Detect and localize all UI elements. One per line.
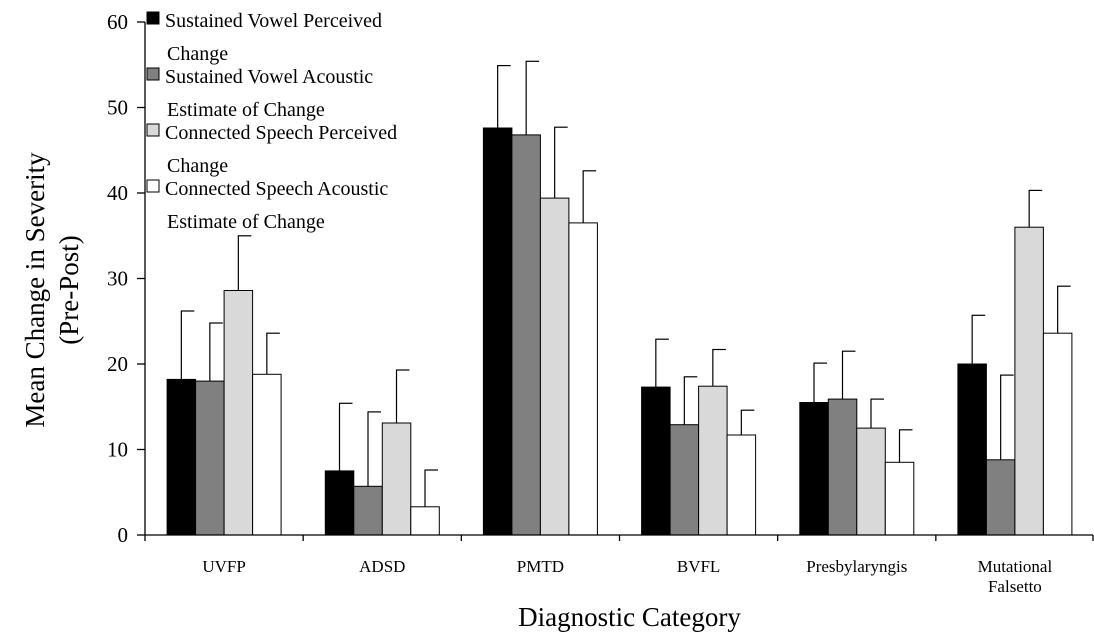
x-tick-label: Falsetto	[988, 577, 1042, 596]
bar	[799, 402, 829, 536]
bar	[985, 459, 1016, 536]
x-tick-label: Mutational	[978, 557, 1053, 576]
bar	[539, 197, 570, 536]
bar	[410, 506, 440, 536]
bar	[827, 398, 858, 536]
legend-label: Change	[167, 155, 228, 177]
tick-labels-layer: 0 10 20 30 40 50 60	[107, 10, 128, 547]
y-tick-label: 10	[107, 438, 128, 462]
legend-label: Estimate of Change	[167, 99, 325, 121]
y-tick-label: 20	[107, 352, 128, 376]
bar	[223, 290, 254, 536]
bar	[252, 373, 282, 536]
y-tick-label: 30	[107, 267, 128, 291]
bar	[353, 485, 383, 536]
legend: Sustained Vowel PerceivedChangeSustained…	[146, 10, 397, 233]
bar	[726, 434, 757, 536]
bar	[1014, 226, 1044, 536]
bar	[698, 385, 728, 536]
bars-layer	[166, 127, 1073, 536]
bar	[166, 378, 197, 536]
y-axis-title: (Pre-Post)	[54, 235, 84, 345]
x-tick-label: Presbylaryngis	[806, 557, 907, 576]
bar	[195, 380, 225, 536]
legend-swatch	[146, 179, 160, 193]
legend-label: Connected Speech Perceived	[165, 122, 397, 144]
axis-titles-layer: Diagnostic Category Mean Change in Severi…	[20, 152, 741, 632]
bar	[482, 127, 513, 536]
y-axis-title: Mean Change in Severity	[20, 152, 50, 428]
bar	[511, 134, 541, 536]
category-labels-layer: UVFP ADSD PMTD BVFL Presbylaryngis Mutational…	[202, 557, 1052, 596]
legend-swatch	[146, 11, 160, 25]
legend-label: Change	[167, 43, 228, 65]
y-tick-label: 60	[107, 10, 128, 34]
bar	[324, 470, 355, 536]
y-tick-label: 50	[107, 96, 128, 120]
x-axis-title: Diagnostic Category	[518, 602, 741, 632]
x-tick-label: PMTD	[517, 557, 564, 576]
x-tick-label: BVFL	[677, 557, 720, 576]
legend-swatch	[146, 67, 160, 81]
axes-layer	[137, 21, 1094, 541]
bar	[381, 422, 412, 536]
legend-label: Estimate of Change	[167, 211, 325, 233]
bar	[1042, 332, 1073, 536]
bar	[856, 427, 886, 536]
legend-label: Sustained Vowel Acoustic	[165, 66, 373, 88]
legend-label: Sustained Vowel Perceived	[165, 10, 382, 32]
bar	[669, 424, 700, 536]
x-tick-label: UVFP	[202, 557, 245, 576]
bar	[568, 222, 598, 536]
x-tick-label: ADSD	[359, 557, 405, 576]
legend-swatch	[146, 123, 160, 137]
y-tick-label: 40	[107, 181, 128, 205]
bar	[957, 363, 987, 536]
bar	[884, 461, 915, 536]
error-bars-layer	[180, 60, 1071, 507]
legend-label: Connected Speech Acoustic	[165, 178, 388, 200]
bar	[641, 386, 671, 536]
y-tick-label: 0	[118, 523, 129, 547]
